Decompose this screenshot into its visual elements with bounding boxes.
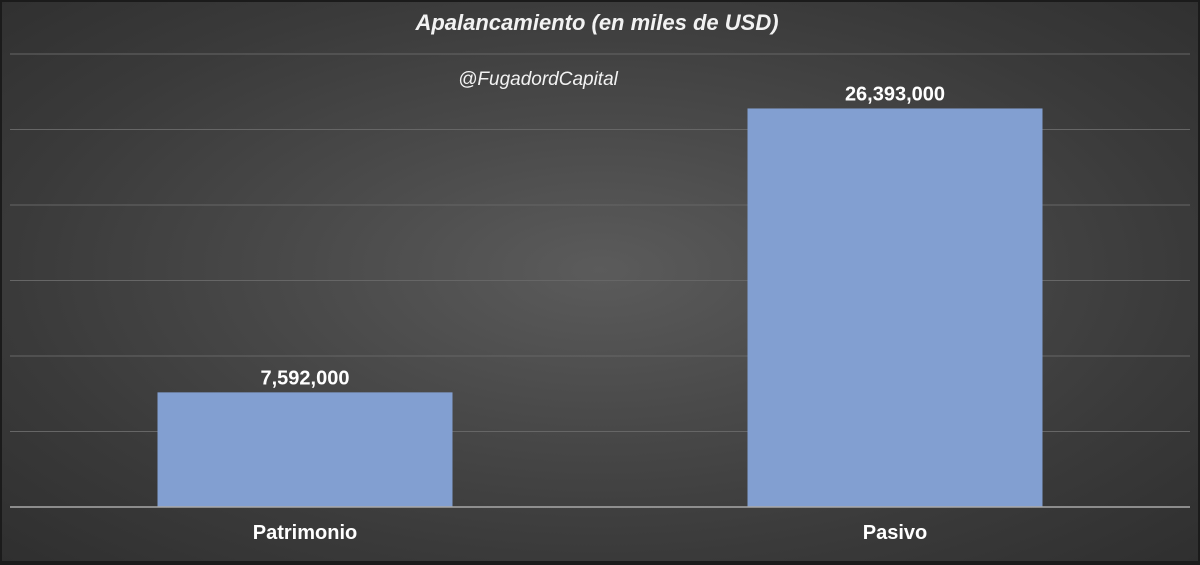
x-tick-label-patrimonio: Patrimonio bbox=[253, 522, 357, 544]
bar-pasivo bbox=[747, 108, 1043, 507]
data-label-pasivo: 26,393,000 bbox=[845, 83, 945, 105]
x-tick-labels: Patrimonio Pasivo bbox=[253, 522, 927, 544]
chart-title: Apalancamiento (en miles de USD) bbox=[414, 10, 778, 35]
bars bbox=[157, 108, 1043, 507]
chart-subtitle: @FugadordCapital bbox=[458, 69, 619, 90]
data-labels: 7,592,000 26,393,000 bbox=[261, 83, 946, 389]
x-tick-label-pasivo: Pasivo bbox=[863, 522, 927, 544]
data-label-patrimonio: 7,592,000 bbox=[261, 367, 350, 389]
bar-patrimonio bbox=[157, 392, 453, 507]
